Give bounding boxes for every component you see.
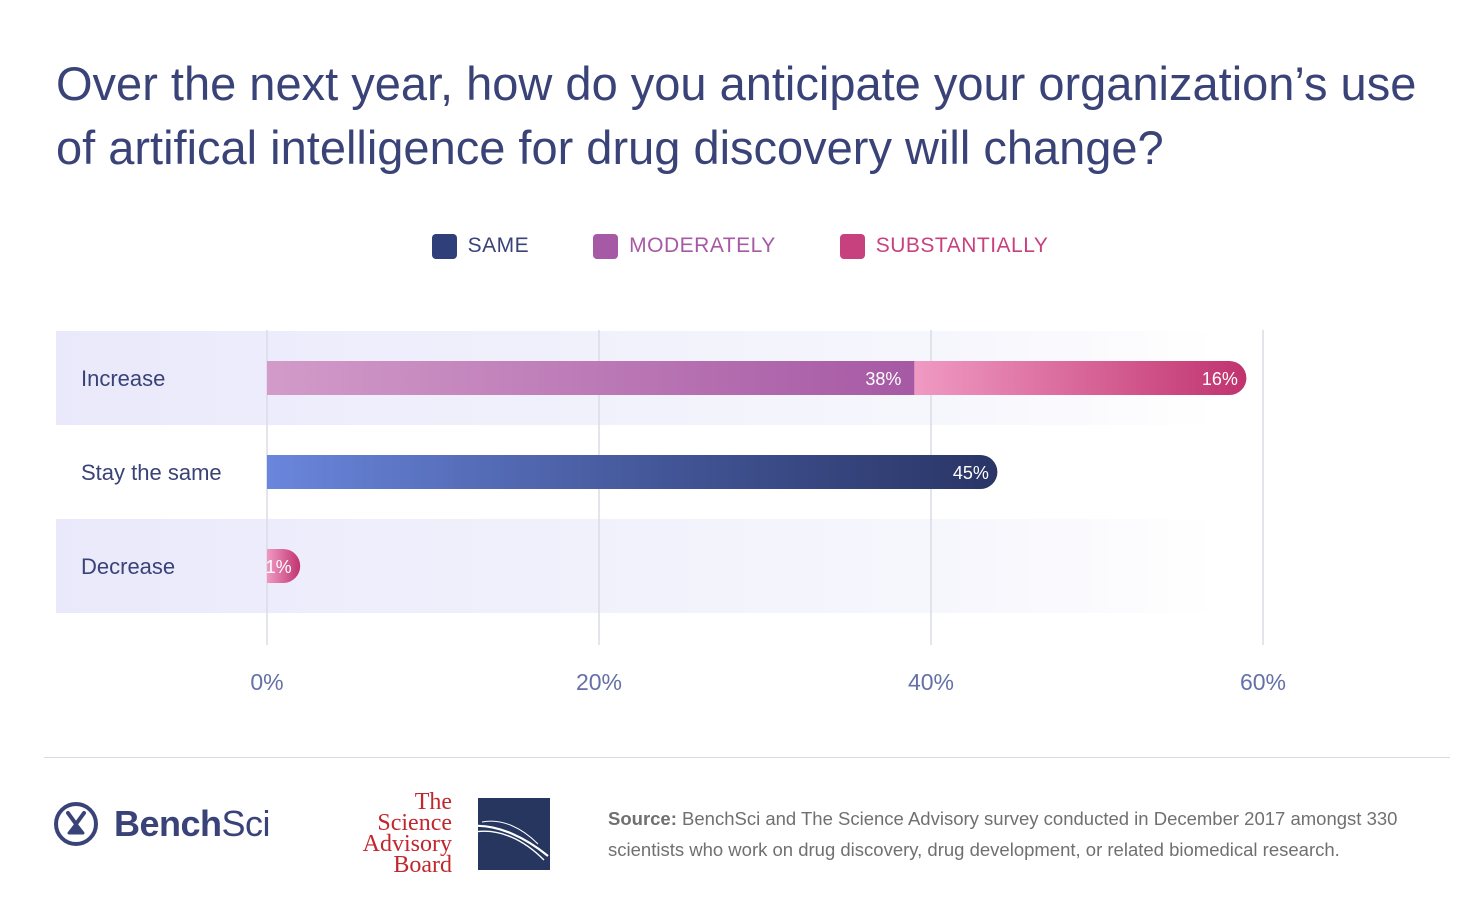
row-band-decrease bbox=[56, 519, 1216, 613]
legend-label-moderately: MODERATELY bbox=[629, 234, 776, 257]
legend-swatch-substantially bbox=[839, 233, 865, 259]
sab-line-3: Advisory bbox=[362, 831, 452, 857]
chart-legend: SAME MODERATELY SUBSTANTIALLY bbox=[0, 228, 1480, 264]
legend-item-same: SAME bbox=[431, 233, 530, 259]
x-tick-label: 40% bbox=[908, 669, 954, 695]
source-note: Source: BenchSci and The Science Advisor… bbox=[608, 803, 1448, 865]
category-label: Decrease bbox=[81, 554, 175, 579]
sab-line-2: Science bbox=[377, 810, 452, 836]
bar-chart: Increase Stay the same Decrease 38% 16% 45% 1%… bbox=[0, 300, 1480, 720]
legend-swatch-moderately bbox=[593, 233, 619, 259]
sab-line-4: Board bbox=[393, 852, 452, 878]
legend-label-same: SAME bbox=[467, 234, 530, 257]
legend-swatch-same bbox=[431, 233, 457, 259]
sab-swoosh-icon bbox=[478, 820, 549, 861]
benchsci-wordmark-sci: Sci bbox=[221, 803, 271, 844]
sab-wordmark: The Science Advisory Board bbox=[362, 789, 452, 878]
bar-value-label: 45% bbox=[953, 463, 989, 483]
bar-segment-same bbox=[267, 455, 998, 489]
source-label: Source: bbox=[608, 808, 677, 829]
chart-svg: Increase Stay the same Decrease 38% 16% 45% 1%… bbox=[56, 330, 1286, 695]
chart-title: Over the next year, how do you anticipat… bbox=[56, 57, 1417, 174]
legend-item-moderately: MODERATELY bbox=[593, 233, 776, 259]
legend-item-substantially: SUBSTANTIALLY bbox=[839, 233, 1049, 259]
x-tick-label: 0% bbox=[250, 669, 283, 695]
x-tick-label: 20% bbox=[576, 669, 622, 695]
bar-segment-substantially bbox=[267, 549, 301, 583]
science-advisory-board-logo: The Science Advisory Board bbox=[335, 789, 550, 878]
sab-line-1: The bbox=[414, 789, 452, 815]
source-text: BenchSci and The Science Advisory survey… bbox=[608, 808, 1398, 860]
footer-divider bbox=[44, 757, 1450, 758]
benchsci-wordmark-bench: Bench bbox=[114, 803, 222, 844]
x-tick-label: 60% bbox=[1240, 669, 1286, 695]
bar-segment-moderately bbox=[267, 361, 915, 395]
benchsci-logo: BenchSci bbox=[52, 800, 271, 848]
legend-label-substantially: SUBSTANTIALLY bbox=[875, 234, 1049, 257]
bar-value-label: 1% bbox=[266, 557, 292, 577]
bar-segment-substantially bbox=[914, 361, 1247, 395]
category-label: Increase bbox=[81, 366, 165, 391]
bar-value-label: 38% bbox=[865, 369, 901, 389]
category-label: Stay the same bbox=[81, 460, 222, 485]
benchsci-wordmark: BenchSci bbox=[114, 803, 271, 845]
benchsci-flask-icon bbox=[54, 802, 98, 846]
bar-value-label: 16% bbox=[1202, 369, 1238, 389]
sab-emblem-icon bbox=[478, 798, 550, 870]
